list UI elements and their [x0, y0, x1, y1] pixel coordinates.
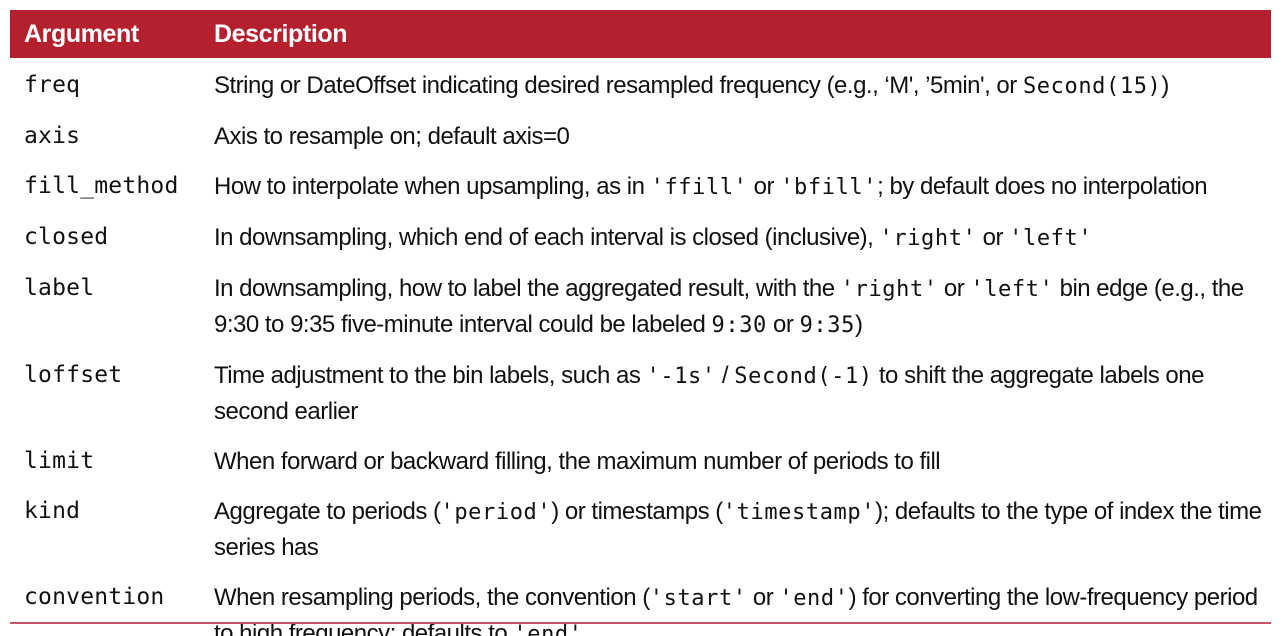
header-row: Argument Description: [10, 10, 1271, 58]
table-row: label In downsampling, how to label the a…: [10, 263, 1271, 350]
table-row: convention When resampling periods, the c…: [10, 572, 1271, 636]
table-body: freq String or DateOffset indicating desi…: [10, 58, 1271, 636]
description-segment: When resampling periods, the convention …: [214, 584, 650, 611]
description-text: In downsampling, which end of each inter…: [214, 220, 1092, 256]
argument-description: String or DateOffset indicating desired …: [200, 58, 1271, 111]
argument-name: kind: [24, 498, 81, 524]
inline-code: 'left': [1009, 226, 1093, 251]
description-segment: Axis to resample on; default axis=0: [214, 123, 570, 150]
description-text: When resampling periods, the convention …: [214, 580, 1271, 636]
inline-code: 'end': [513, 622, 583, 636]
argument-name: axis: [24, 123, 81, 149]
table-row: freq String or DateOffset indicating desi…: [10, 58, 1271, 111]
description-segment: ); defaults to the type of index the tim…: [214, 498, 1262, 561]
table-row: closed In downsampling, which end of each…: [10, 212, 1271, 263]
table-row: axis Axis to resample on; default axis=0: [10, 111, 1271, 161]
description-segment: or: [937, 275, 971, 302]
description-segment: or: [766, 311, 800, 338]
description-text: How to interpolate when upsampling, as i…: [214, 169, 1208, 205]
description-segment: bin edge (e.g., the 9:30 to 9:35 five-mi…: [214, 275, 1244, 338]
description-segment: Aggregate to periods (: [214, 498, 441, 525]
description-segment: ; by default does no interpolation: [877, 173, 1208, 200]
inline-code: 'left': [970, 277, 1054, 302]
argument-description: Time adjustment to the bin labels, such …: [200, 350, 1271, 436]
inline-code: '-1s': [646, 364, 716, 389]
argument-description: Aggregate to periods ('period') or times…: [200, 486, 1271, 572]
inline-code: 'start': [649, 586, 747, 611]
description-segment: ): [854, 311, 863, 338]
table-row: kind Aggregate to periods ('period') or t…: [10, 486, 1271, 572]
table-row: limit When forward or backward filling, t…: [10, 436, 1271, 486]
description-segment: /: [715, 362, 735, 389]
resample-arguments-table: Argument Description freq String or DateO…: [10, 10, 1271, 636]
description-segment: or: [976, 224, 1010, 251]
argument-name: freq: [24, 72, 81, 98]
description-segment: ) or timestamps (: [551, 498, 723, 525]
argument-description: In downsampling, how to label the aggreg…: [200, 263, 1271, 350]
description-segment: or: [746, 584, 780, 611]
inline-code: 'timestamp': [722, 500, 876, 525]
inline-code: 'right': [840, 277, 938, 302]
description-text: Aggregate to periods ('period') or times…: [214, 494, 1271, 565]
description-segment: In downsampling, which end of each inter…: [214, 224, 880, 251]
description-text: In downsampling, how to label the aggreg…: [214, 271, 1271, 343]
description-text: Axis to resample on; default axis=0: [214, 119, 570, 154]
description-segment: When forward or backward filling, the ma…: [214, 448, 941, 475]
table-row: fill_method How to interpolate when upsam…: [10, 161, 1271, 212]
header-argument: Argument: [24, 19, 139, 48]
inline-code: 'period': [440, 500, 552, 525]
argument-name: limit: [24, 448, 95, 474]
table-row: loffset Time adjustment to the bin labels…: [10, 350, 1271, 436]
description-text: String or DateOffset indicating desired …: [214, 68, 1169, 104]
description-segment: Time adjustment to the bin labels, such …: [214, 362, 647, 389]
description-segment: In downsampling, how to label the aggreg…: [214, 275, 841, 302]
argument-name: fill_method: [24, 173, 179, 199]
argument-name: convention: [24, 584, 165, 610]
description-text: Time adjustment to the bin labels, such …: [214, 358, 1271, 429]
description-segment: to shift the aggregate labels one second…: [214, 362, 1204, 425]
description-text: When forward or backward filling, the ma…: [214, 444, 941, 479]
description-segment: ) for converting the low-frequency perio…: [214, 584, 1258, 636]
argument-description: Axis to resample on; default axis=0: [200, 111, 1271, 161]
inline-code: 9:30: [711, 313, 767, 338]
description-segment: String or DateOffset indicating desired …: [214, 72, 1023, 99]
inline-code: 'bfill': [780, 175, 878, 200]
table-header: Argument Description: [10, 10, 1271, 58]
description-segment: or: [747, 173, 781, 200]
inline-code: 'right': [879, 226, 977, 251]
argument-name: closed: [24, 224, 109, 250]
table-bottom-rule: [10, 622, 1271, 624]
argument-description: How to interpolate when upsampling, as i…: [200, 161, 1271, 212]
header-description: Description: [214, 19, 348, 48]
inline-code: Second(15): [1022, 74, 1162, 99]
inline-code: 9:35: [799, 313, 855, 338]
argument-description: When forward or backward filling, the ma…: [200, 436, 1271, 486]
inline-code: Second(-1): [734, 364, 873, 389]
argument-name: label: [24, 275, 95, 301]
argument-description: In downsampling, which end of each inter…: [200, 212, 1271, 263]
argument-description: When resampling periods, the convention …: [200, 572, 1271, 636]
description-segment: ): [1161, 72, 1169, 99]
inline-code: 'end': [779, 586, 849, 611]
inline-code: 'ffill': [650, 175, 748, 200]
argument-name: loffset: [24, 362, 123, 388]
description-segment: How to interpolate when upsampling, as i…: [214, 173, 651, 200]
